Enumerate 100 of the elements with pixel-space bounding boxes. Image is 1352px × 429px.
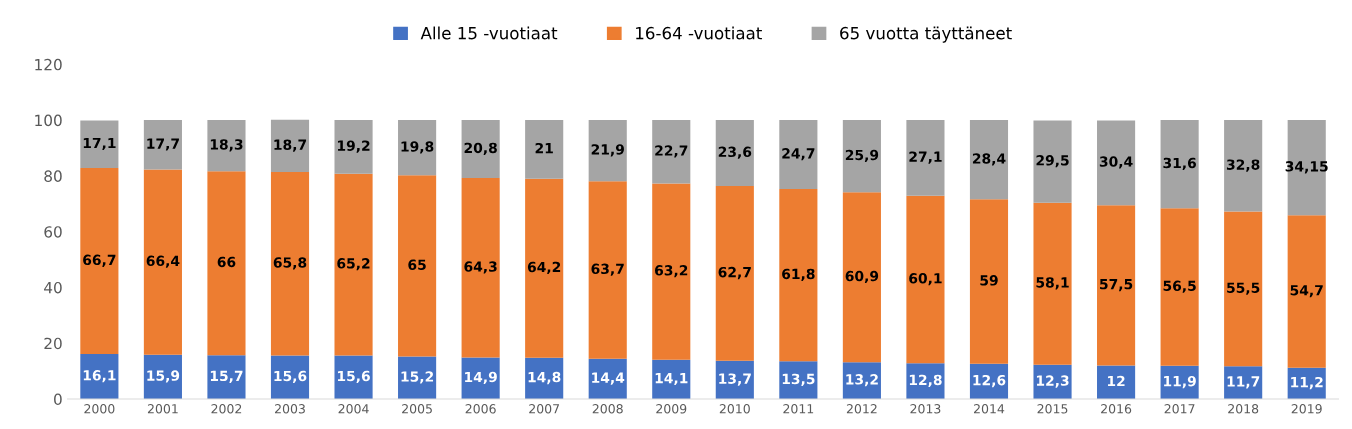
data-label: 64,3	[464, 261, 497, 274]
x-tick-label: 2000	[84, 404, 115, 414]
y-tick-label: 60	[44, 226, 62, 238]
bar	[906, 120, 945, 196]
bar	[1160, 208, 1199, 366]
data-label: 11,2	[1291, 376, 1323, 390]
data-label: 12	[1107, 375, 1125, 387]
bar	[398, 120, 437, 176]
data-label: 21,9	[591, 144, 624, 157]
bar	[715, 120, 754, 186]
bar	[143, 169, 182, 355]
x-tick-label: 2006	[465, 404, 496, 414]
bar	[80, 168, 119, 355]
bar	[652, 120, 691, 184]
x-tick-label: 2016	[1101, 404, 1132, 414]
data-label: 23,6	[718, 146, 752, 159]
bar	[80, 354, 119, 399]
data-label: 17,1	[83, 137, 116, 151]
data-label: 15,6	[337, 370, 370, 384]
x-tick-label: 2017	[1164, 404, 1195, 414]
data-label: 19,8	[401, 141, 434, 154]
bar	[270, 119, 310, 172]
data-label: 18,7	[274, 139, 307, 152]
bar	[842, 120, 881, 193]
y-tick-label: 0	[54, 393, 62, 405]
bar	[1224, 211, 1263, 367]
bar	[715, 185, 754, 361]
data-label: 13,7	[719, 373, 751, 386]
bar	[1097, 205, 1136, 366]
x-tick-label: 2005	[402, 404, 432, 414]
legend-label: 65 vuotta täyttäneet	[840, 26, 1012, 43]
bar	[906, 363, 945, 399]
data-label: 19,2	[337, 140, 370, 153]
bar	[1224, 366, 1263, 399]
data-label: 57,5	[1100, 279, 1133, 292]
data-label: 15,6	[274, 370, 307, 384]
data-label: 56,5	[1163, 280, 1196, 293]
bar	[779, 120, 818, 189]
x-tick-label: 2019	[1291, 404, 1322, 414]
y-tick-label: 40	[44, 281, 62, 294]
data-label: 63,7	[591, 263, 624, 276]
bar	[1287, 119, 1326, 216]
bar	[1097, 120, 1136, 206]
x-tick-label: 2004	[338, 404, 369, 414]
bar	[143, 120, 182, 170]
data-label: 14,1	[655, 373, 688, 386]
bar	[334, 355, 373, 399]
data-label: 14,9	[465, 371, 497, 384]
data-label: 16,1	[83, 370, 116, 383]
bar	[1160, 120, 1199, 209]
data-label: 60,9	[845, 270, 879, 284]
data-label: 63,2	[655, 265, 688, 278]
bar	[969, 120, 1009, 200]
data-label: 12,3	[1036, 375, 1069, 388]
bar	[334, 173, 373, 356]
bar	[80, 120, 119, 169]
y-tick-label: 80	[44, 170, 62, 182]
bar	[207, 171, 246, 356]
data-label: 25,9	[845, 149, 879, 163]
legend-label: Alle 15 -vuotiaat	[420, 26, 558, 40]
data-label: 17,7	[147, 138, 179, 151]
bar	[207, 355, 246, 399]
x-tick-label: 2001	[147, 404, 178, 414]
bar	[588, 181, 627, 359]
data-label: 20,8	[464, 142, 497, 155]
data-label: 15,7	[210, 370, 243, 383]
bar	[525, 120, 564, 179]
data-label: 58,1	[1036, 277, 1069, 290]
x-tick-label: 2014	[974, 404, 1005, 414]
y-tick-label: 20	[44, 337, 62, 350]
y-tick-label: 120	[35, 58, 62, 71]
data-label: 21	[535, 142, 553, 154]
data-label: 66	[217, 256, 236, 268]
data-label: 11,7	[1227, 376, 1260, 389]
data-label: 28,4	[972, 153, 1006, 166]
bar	[461, 178, 500, 358]
bar	[1287, 215, 1326, 368]
bar	[842, 192, 881, 363]
data-label: 29,5	[1036, 155, 1069, 168]
bar	[906, 195, 945, 364]
data-label: 24,7	[782, 148, 815, 161]
data-label: 13,5	[782, 373, 815, 386]
bar	[334, 120, 373, 174]
data-label: 55,5	[1227, 282, 1260, 295]
x-tick-label: 2012	[846, 404, 877, 414]
data-label: 11,9	[1164, 375, 1196, 389]
data-label: 59	[980, 275, 998, 286]
x-tick-label: 2018	[1228, 404, 1259, 414]
data-label: 12,8	[909, 374, 942, 387]
data-label: 22,7	[655, 145, 688, 158]
data-label: 61,8	[782, 268, 815, 281]
data-label: 30,4	[1099, 156, 1133, 169]
x-tick-label: 2009	[656, 404, 687, 414]
data-label: 65,8	[273, 257, 307, 270]
data-label: 62,7	[718, 266, 751, 280]
bar	[398, 175, 437, 357]
bar	[270, 171, 310, 356]
data-label: 65,2	[337, 258, 370, 271]
bar	[1033, 120, 1072, 203]
x-tick-label: 2013	[910, 404, 941, 414]
